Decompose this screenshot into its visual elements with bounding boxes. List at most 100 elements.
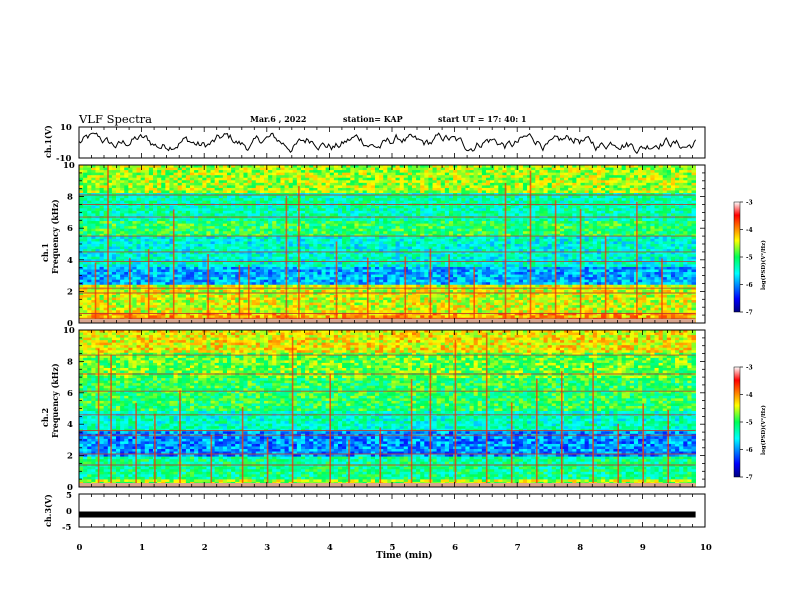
spectrogram-cell: [100, 170, 105, 173]
spectrogram-cell: [141, 229, 146, 232]
spectrogram-cell: [91, 221, 96, 224]
spectrogram-cell: [474, 229, 479, 232]
spectrogram-cell: [692, 178, 697, 181]
spectrogram-cell: [494, 185, 499, 188]
spectrogram-cell: [433, 201, 438, 204]
spectrogram-cell: [231, 178, 236, 181]
spectrogram-cell: [581, 188, 586, 191]
spectrogram-cell: [630, 236, 635, 239]
spectrogram-cell: [338, 221, 343, 224]
spectrogram-cell: [424, 185, 429, 188]
spectrogram-cell: [400, 239, 405, 242]
spectrogram-cell: [243, 175, 248, 178]
spectrogram-cell: [145, 170, 150, 173]
spectrogram-cell: [211, 244, 216, 247]
spectrogram-cell: [194, 183, 199, 186]
spectrogram-cell: [132, 198, 137, 201]
spectrogram-cell: [260, 229, 265, 232]
spectrogram-cell: [375, 198, 380, 201]
spectrogram-cell: [613, 219, 618, 222]
spectrogram-cell: [330, 196, 335, 199]
spectrogram-cell: [272, 224, 277, 227]
spectrogram-cell: [486, 170, 491, 173]
spectrogram-cell: [626, 241, 631, 244]
spectrogram-cell: [626, 193, 631, 196]
spectrogram-cell: [679, 190, 684, 193]
spectrogram-cell: [95, 241, 100, 244]
spectrogram-cell: [535, 193, 540, 196]
spectrogram-cell: [593, 226, 598, 229]
spectrogram-cell: [638, 185, 643, 188]
spectrogram-cell: [186, 193, 191, 196]
spectrogram-cell: [609, 190, 614, 193]
spectrogram-cell: [202, 188, 207, 191]
spectrogram-cell: [223, 226, 228, 229]
spectrogram-cell: [219, 229, 224, 232]
spectrogram-cell: [420, 244, 425, 247]
spectrogram-cell: [91, 206, 96, 209]
spectrogram-cell: [642, 224, 647, 227]
spectrogram-cell: [317, 180, 322, 183]
spectrogram-cell: [305, 247, 310, 250]
spectrogram-cell: [145, 188, 150, 191]
spectrogram-cell: [87, 180, 92, 183]
spectrogram-cell: [178, 178, 183, 181]
spectrogram-cell: [309, 213, 314, 216]
spectrogram-cell: [256, 193, 261, 196]
spectrogram-cell: [560, 226, 565, 229]
spectrogram-cell: [560, 241, 565, 244]
spectrogram-cell: [638, 170, 643, 173]
spectrogram-cell: [375, 188, 380, 191]
spectrogram-cell: [211, 239, 216, 242]
spectrogram-cell: [515, 201, 520, 204]
spectrogram-cell: [564, 211, 569, 214]
spectrogram-cell: [396, 244, 401, 247]
spectrogram-cell: [301, 178, 306, 181]
spectrogram-cell: [470, 190, 475, 193]
spectrogram-cell: [675, 190, 680, 193]
spectrogram-cell: [412, 190, 417, 193]
spectrogram-cell: [437, 221, 442, 224]
spectrogram-cell: [326, 206, 331, 209]
spectrogram-cell: [605, 224, 610, 227]
spectrogram-cell: [137, 170, 142, 173]
spectrogram-cell: [655, 188, 660, 191]
spectrogram-cell: [679, 226, 684, 229]
spectrogram-cell: [552, 185, 557, 188]
spectrogram-cell: [482, 213, 487, 216]
spectrogram-cell: [363, 193, 368, 196]
spectrogram-cell: [646, 180, 651, 183]
spectrogram-cell: [613, 244, 618, 247]
spectrogram-cell: [272, 208, 277, 211]
spectrogram-cell: [342, 178, 347, 181]
spectrogram-cell: [539, 180, 544, 183]
spectrogram-cell: [367, 178, 372, 181]
spectrogram-cell: [112, 185, 117, 188]
spectrogram-cell: [276, 175, 281, 178]
spectrogram-cell: [87, 229, 92, 232]
spectrogram-cell: [149, 196, 154, 199]
spectrogram-cell: [289, 208, 294, 211]
spectrogram-cell: [387, 239, 392, 242]
spectrogram-cell: [572, 188, 577, 191]
spectrogram-cell: [482, 247, 487, 250]
spectrogram-cell: [523, 219, 528, 222]
spectrogram-cell: [437, 236, 442, 239]
spectrogram-cell: [667, 213, 672, 216]
spectrogram-cell: [211, 226, 216, 229]
spectrogram-cell: [211, 180, 216, 183]
spectrogram-cell: [248, 224, 253, 227]
spectrogram-cell: [523, 170, 528, 173]
spectrogram-cell: [659, 168, 664, 171]
spectrogram-cell: [576, 178, 581, 181]
spectrogram-cell: [301, 247, 306, 250]
spectrogram-cell: [280, 239, 285, 242]
spectrogram-cell: [124, 231, 129, 234]
spectrogram-cell: [243, 226, 248, 229]
spectrogram-cell: [116, 180, 121, 183]
spectrogram-cell: [359, 239, 364, 242]
spectrogram-cell: [416, 180, 421, 183]
spectrogram-cell: [601, 175, 606, 178]
spectrogram-cell: [630, 180, 635, 183]
spectrogram-cell: [498, 201, 503, 204]
